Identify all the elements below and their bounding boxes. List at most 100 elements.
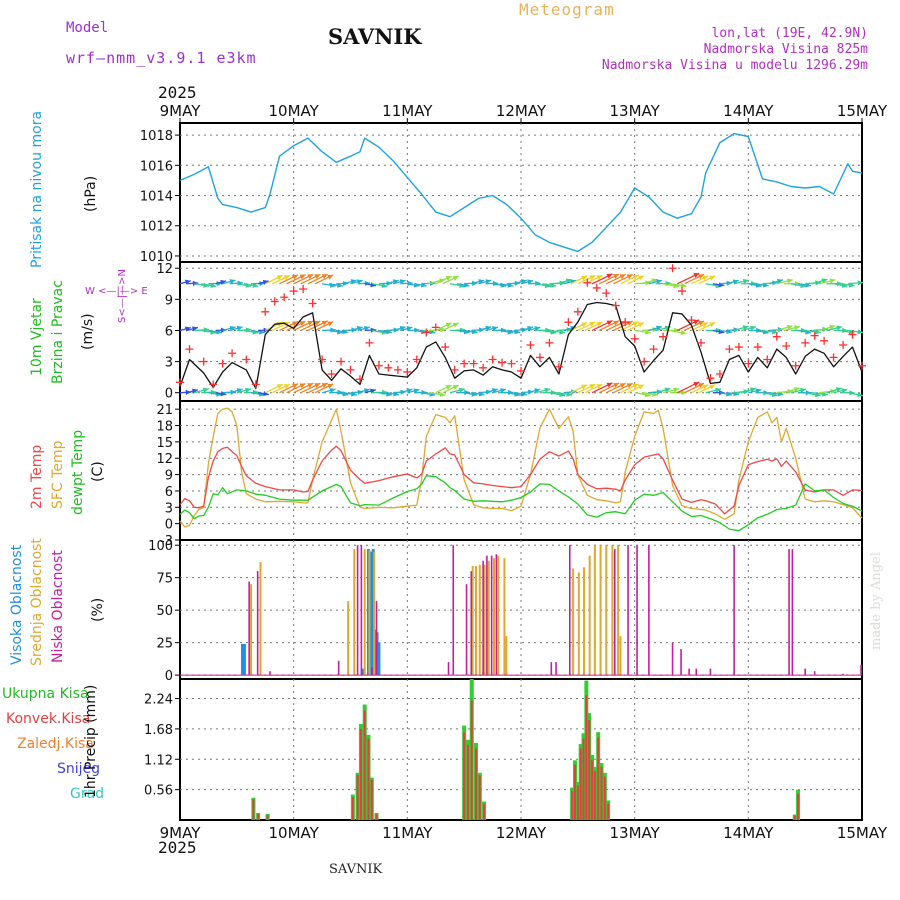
- wind-arrow-head: [632, 321, 639, 327]
- precip-total-label: Ukupna Kisa: [2, 686, 89, 702]
- cloud-bar-2: [550, 662, 553, 676]
- precip-conv-bar: [793, 815, 796, 820]
- wind-gust-marker: [706, 374, 715, 383]
- ytick-label-precip: 0.56: [144, 784, 173, 799]
- wind-arrow-head: [566, 327, 573, 333]
- cloud-bar-2: [813, 671, 816, 676]
- cloud-bar-2: [356, 545, 359, 676]
- wind-gust-marker: [791, 361, 800, 370]
- wind-gust-marker: [526, 340, 535, 349]
- wind-gust-marker: [337, 357, 346, 366]
- ytick-label-cloud: 25: [156, 637, 173, 652]
- panel-frame-temp: [179, 400, 863, 541]
- wind-arrow-head: [329, 388, 336, 394]
- cloud-bar-2: [486, 555, 488, 676]
- wind-arrow-head: [693, 319, 700, 325]
- precip-conv-bar: [370, 779, 373, 820]
- cloud-bar-2: [495, 554, 498, 676]
- wind-gust-marker: [251, 380, 260, 389]
- cloud-bar-1: [582, 567, 585, 676]
- precip-frozen-label: Zaledj.Kisa: [17, 736, 94, 752]
- wind-arrow-head: [772, 280, 778, 286]
- cloud-bar-1: [353, 549, 356, 676]
- wind-gust-marker: [621, 318, 630, 327]
- x-tick-label-top: 13MAY: [610, 102, 661, 120]
- wind-gust-marker: [242, 355, 251, 364]
- wind-gust-marker: [422, 328, 431, 337]
- cloud-bar-1: [475, 565, 478, 676]
- precip-conv-bar: [607, 803, 610, 820]
- precip-conv-bar: [483, 803, 486, 820]
- sfc-temp-line: [179, 407, 863, 528]
- wind-arrow-head: [793, 387, 800, 393]
- wind-arrow-head: [464, 389, 470, 396]
- wind-arrow-head: [500, 388, 506, 394]
- cloud-bar-2: [371, 667, 373, 676]
- cloud-bar-1: [478, 564, 481, 676]
- wind-arrow-head: [693, 382, 700, 387]
- cloud-bar-2: [256, 571, 259, 676]
- wind-gust-marker: [488, 355, 497, 364]
- panel-frame-precip: [179, 678, 863, 821]
- wind-gust-marker: [469, 359, 478, 368]
- wind-arrow-head: [321, 383, 328, 388]
- cloud-bar-2: [842, 673, 844, 676]
- lonlat-info: lon,lat (19E, 42.9N): [711, 26, 868, 41]
- wind-gust-marker: [763, 355, 772, 364]
- wind-gust-marker: [554, 362, 563, 371]
- snow-label: Snijeg: [57, 761, 101, 777]
- ytick-label-wind: 6: [165, 324, 173, 339]
- panel-frame-cloud: [179, 539, 863, 680]
- cloud-bar-2: [337, 660, 340, 676]
- x-tick-label-bottom: 9MAY: [160, 824, 202, 842]
- wind-arrow-head: [414, 327, 420, 333]
- ytick-label-temp: -3: [160, 534, 173, 549]
- wind-gust-marker: [412, 355, 421, 364]
- wind-arrow-head: [613, 274, 620, 279]
- wind-gust-marker: [479, 363, 488, 372]
- cloud-bar-2: [568, 545, 571, 676]
- precip-conv-bar: [475, 748, 478, 820]
- wind-arrow-head: [229, 279, 236, 285]
- wind-arrow-head: [202, 387, 209, 393]
- cloud-bar-2: [465, 584, 468, 676]
- ytick-label-wind: 9: [165, 293, 173, 308]
- wind-arrow-head: [842, 327, 848, 334]
- wind-gust-marker: [611, 301, 620, 310]
- wind-arrow-head: [742, 278, 749, 284]
- wind-arrow-head: [307, 274, 314, 280]
- wind-arrow-head: [263, 391, 269, 397]
- elevation-info: Nadmorska Visina 825m: [703, 42, 868, 57]
- precip-conv-bar: [600, 766, 603, 820]
- precip-conv-bar: [257, 814, 260, 820]
- precip-conv-bar: [356, 774, 359, 820]
- x-tick-label-bottom: 13MAY: [610, 824, 661, 842]
- wind-arrow-head: [581, 275, 588, 281]
- wind-compass-we: W <—|—> E: [85, 286, 148, 297]
- wind-arrow-head: [749, 387, 756, 393]
- wind-arrow-head: [314, 274, 321, 280]
- wind-gust-marker: [403, 367, 412, 376]
- wind-arrow-head: [613, 383, 620, 388]
- wind-gust-marker: [393, 365, 402, 374]
- wind-arrow-head: [815, 280, 821, 286]
- ytick-label-temp: 21: [156, 403, 173, 418]
- ytick-label-temp: 3: [165, 501, 173, 516]
- wind-arrow-head: [606, 382, 613, 388]
- wind-gust-marker: [668, 264, 677, 273]
- wind-arrow-head: [606, 273, 613, 279]
- cloud-bar-1: [471, 565, 474, 676]
- wind-arrow-head: [452, 276, 459, 281]
- cloud-bar-2: [482, 560, 484, 676]
- cloud-bar-1: [363, 549, 366, 676]
- wind-gust-marker: [772, 332, 781, 341]
- wind-arrow-head: [626, 274, 633, 280]
- cloud-bar-2: [447, 662, 450, 676]
- wind-arrow-head: [673, 387, 680, 393]
- wind-gust-marker: [450, 365, 459, 374]
- cloud-bar-2: [490, 555, 493, 676]
- cloud-bar-1: [611, 545, 614, 676]
- wind-arrow-head: [637, 322, 644, 328]
- wind-arrow-head: [750, 325, 757, 331]
- wind-arrow-head: [299, 383, 306, 389]
